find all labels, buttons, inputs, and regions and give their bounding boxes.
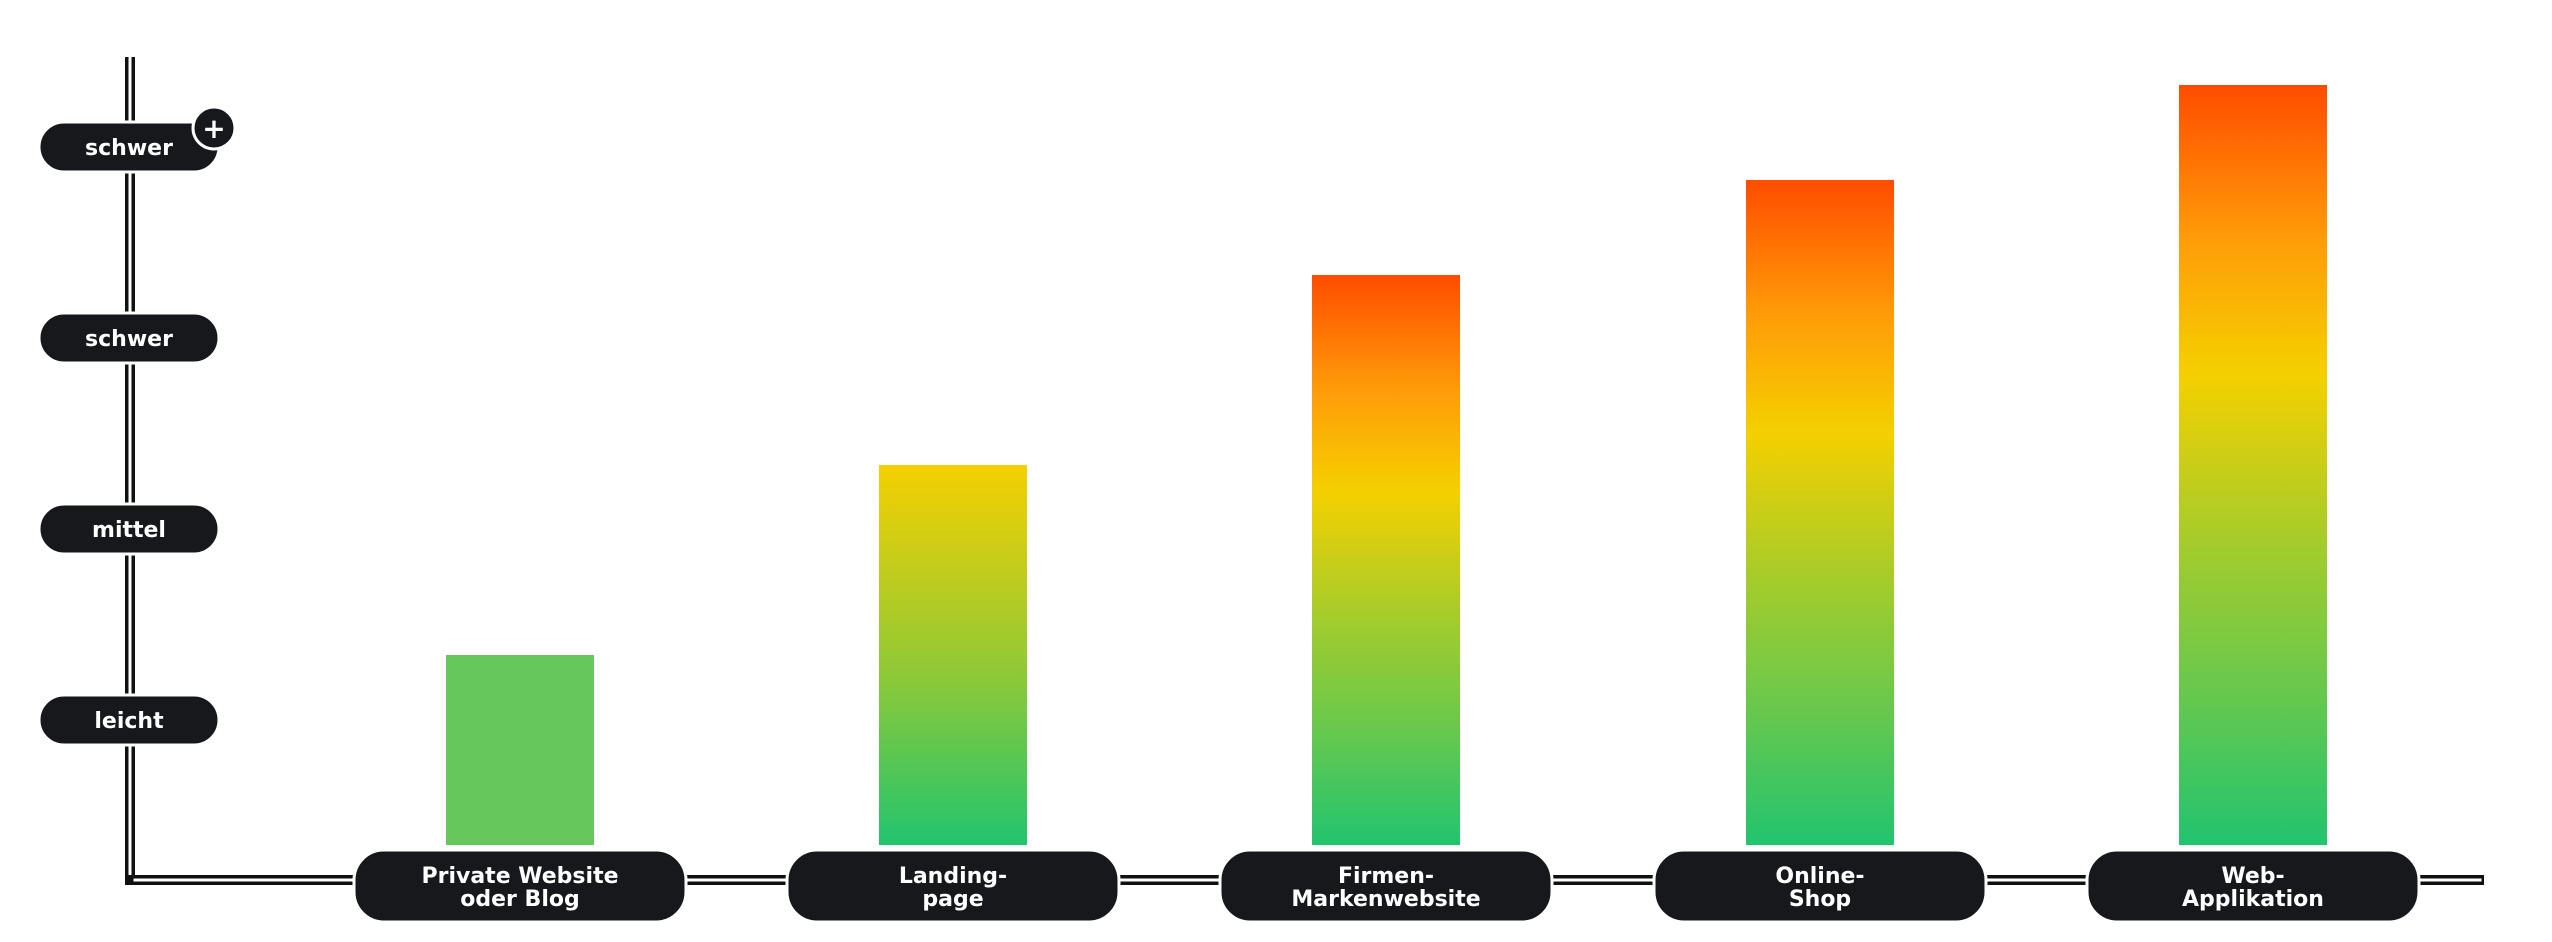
bar	[879, 465, 1027, 845]
category-label-line: Landing-	[899, 864, 1007, 889]
category-label-line: Private Website	[421, 864, 618, 889]
category-pill	[1218, 848, 1554, 924]
category-label-line: Markenwebsite	[1291, 887, 1480, 912]
y-level-pill	[37, 311, 221, 365]
bar	[2179, 85, 2327, 845]
y-axis-inner	[128, 57, 132, 879]
category-label: Web-Applikation	[2182, 864, 2324, 912]
y-level-label: leicht	[94, 709, 164, 734]
category-label-line: Applikation	[2182, 887, 2324, 912]
category-pill	[2085, 848, 2421, 924]
bar	[446, 655, 594, 845]
y-level-label: schwer	[85, 136, 173, 161]
category-label: Firmen-Markenwebsite	[1291, 864, 1480, 912]
category-label: Online-Shop	[1775, 864, 1864, 912]
category-label-line: Online-	[1775, 864, 1864, 889]
label-layer: leicht mittel schwer schwer + Private Website…	[37, 105, 2421, 924]
category-label-line: oder Blog	[460, 887, 579, 912]
category-label-line: Shop	[1789, 887, 1851, 912]
category-label: Landing-page	[899, 864, 1007, 912]
category-pill	[785, 848, 1121, 924]
category-pill	[352, 848, 688, 924]
plus-icon: +	[202, 112, 225, 145]
bar-layer	[446, 85, 2327, 845]
bar	[1746, 180, 1894, 845]
bar	[1312, 275, 1460, 845]
plus-badge	[191, 105, 237, 151]
y-level-pill	[37, 693, 221, 747]
category-label-line: page	[922, 887, 983, 912]
category-label-line: Web-	[2221, 864, 2284, 889]
y-level-label: mittel	[92, 518, 166, 543]
y-level-pill	[37, 502, 221, 556]
category-pill	[1652, 848, 1988, 924]
category-label-line: Firmen-	[1338, 864, 1434, 889]
category-label: Private Website oder Blog	[421, 864, 618, 912]
y-level-label: schwer	[85, 327, 173, 352]
